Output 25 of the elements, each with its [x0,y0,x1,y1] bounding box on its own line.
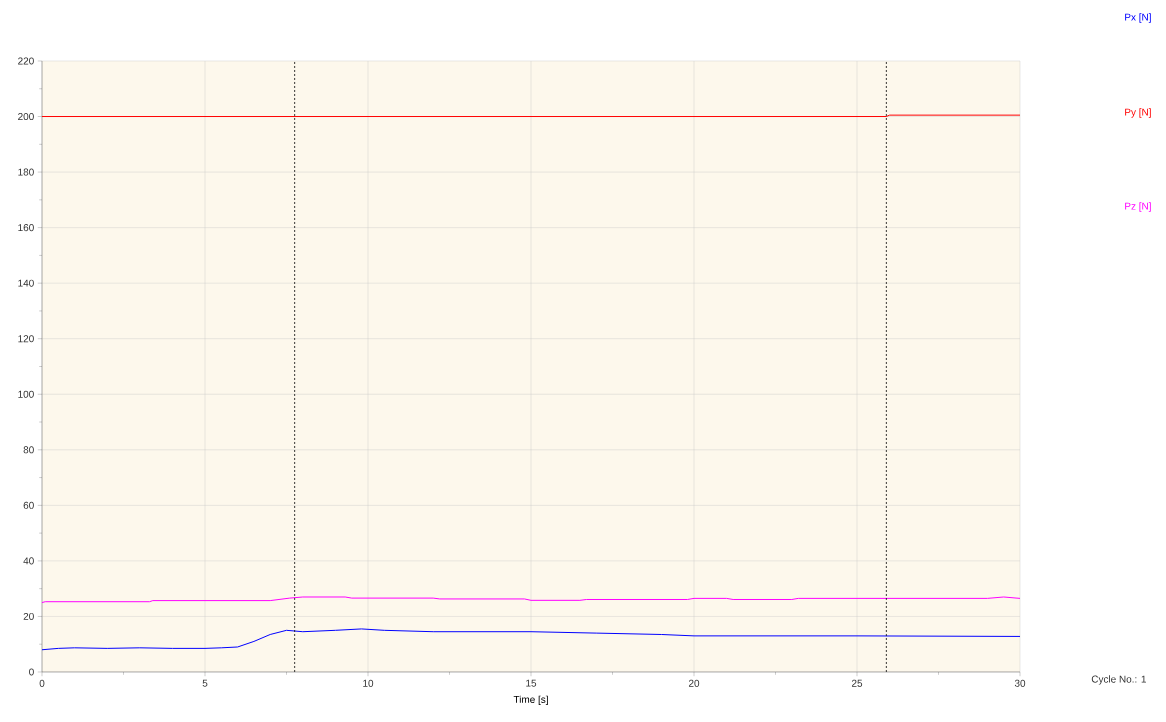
x-tick-label: 5 [202,679,208,687]
text: Py [N] [1125,108,1151,118]
x-axis-title: Time [s] [513,695,548,705]
text: Px [N] [1125,13,1151,23]
y-tick-label: 60 [23,501,34,509]
x-tick-label: 25 [851,679,863,687]
y-tick-label: 120 [18,335,34,343]
x-tick-label: 20 [688,679,700,687]
y-tick-label: 0 [29,668,34,676]
y-tick-label: 20 [23,612,34,620]
y-tick-label: 140 [18,279,34,287]
x-tick-label: 10 [363,679,374,687]
text: Cycle No.: 1 [1091,675,1146,685]
y-tick-label: 200 [18,113,34,121]
x-tick-label: 0 [39,679,45,687]
x-tick-label: 15 [526,679,537,687]
text: Pz [N] [1125,202,1151,212]
y-tick-label: 180 [18,168,34,176]
y-tick-label: 160 [18,224,34,232]
line-series [41,628,1021,651]
x-tick-label: 30 [1014,679,1026,687]
y-tick-label: 220 [18,57,34,65]
y-tick-label: 80 [23,446,34,454]
y-tick-label: 40 [23,557,34,565]
y-tick-label: 100 [18,390,34,398]
